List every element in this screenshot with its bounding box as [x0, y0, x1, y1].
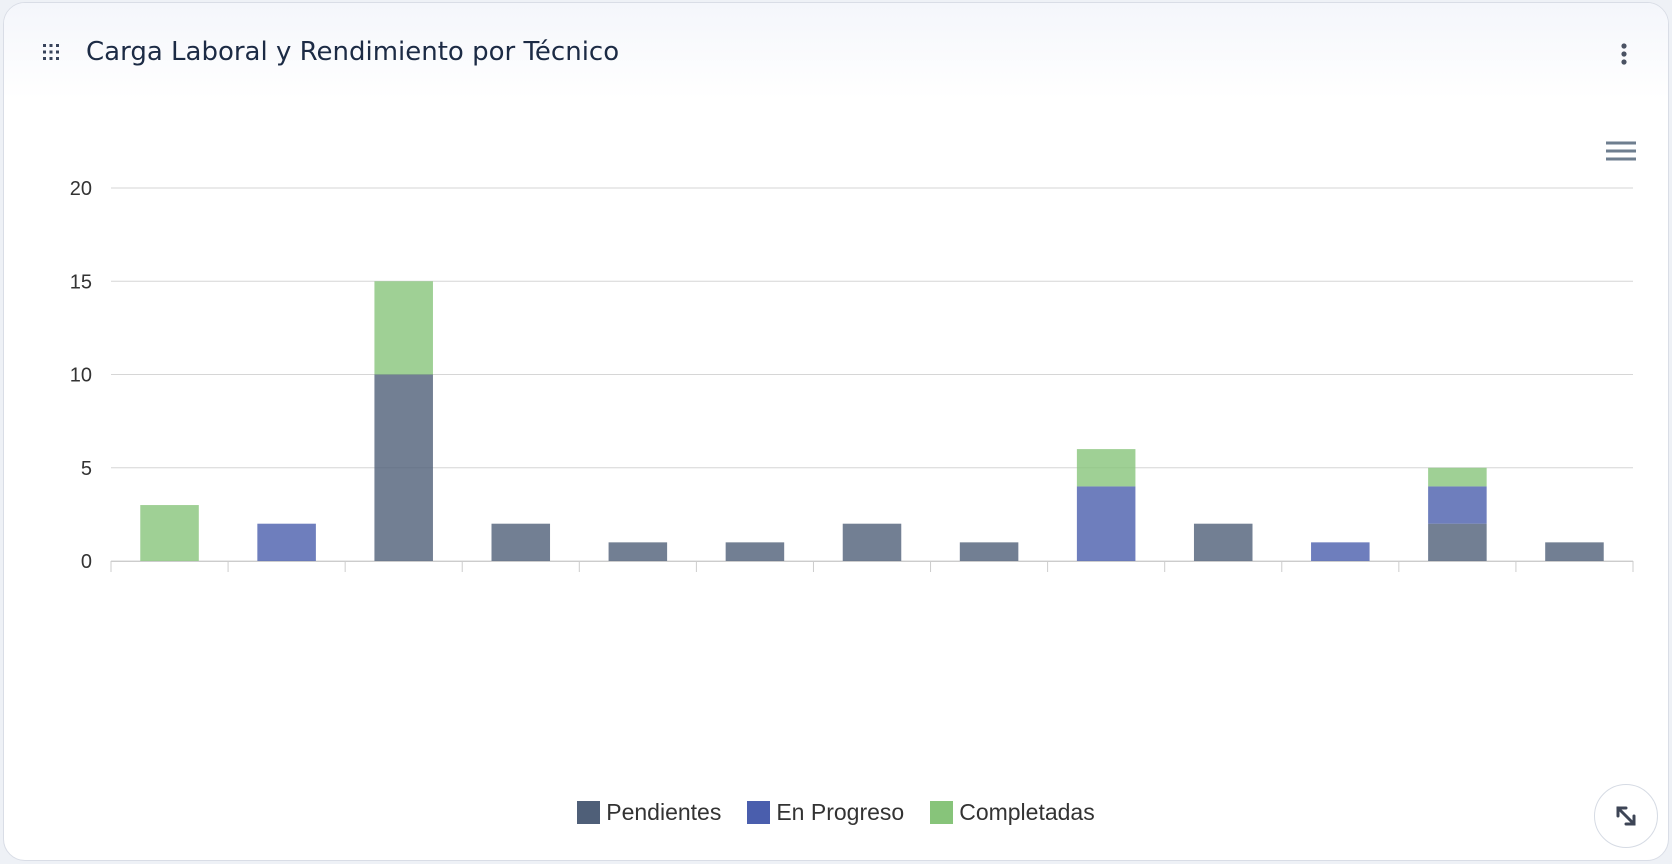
bar-segment-completadas [1076, 449, 1136, 487]
y-tick-label: 20 [70, 178, 92, 200]
y-tick-label: 10 [70, 365, 92, 387]
bar-segment-pendientes [1545, 542, 1604, 561]
bar-segment-pendientes [725, 542, 785, 561]
bar-segment-pendientes [374, 374, 433, 561]
y-tick-label: 5 [81, 458, 92, 480]
expand-arrows-icon [1616, 806, 1636, 826]
bar-segment-completadas [140, 505, 199, 561]
bar-segment-en-progreso [1311, 542, 1370, 561]
bar-segment-completadas [374, 281, 433, 375]
hamburger-menu-icon[interactable] [1604, 139, 1638, 165]
bar-segment-en-progreso [1428, 486, 1487, 524]
chart-legend: Pendientes En Progreso Completadas [4, 799, 1668, 826]
bar-segment-pendientes [959, 542, 1019, 561]
legend-swatch [577, 801, 601, 824]
legend-item[interactable]: Completadas [930, 799, 1095, 826]
legend-swatch [747, 801, 771, 824]
legend-item[interactable]: Pendientes [577, 799, 721, 826]
bar-segment-pendientes [1193, 523, 1253, 561]
drag-handle-icon[interactable] [42, 43, 60, 61]
bar-segment-pendientes [608, 542, 668, 561]
bar-segment-en-progreso [257, 523, 316, 561]
legend-swatch [930, 801, 954, 824]
bar-segment-pendientes [1428, 523, 1487, 561]
legend-item[interactable]: En Progreso [747, 799, 904, 826]
chart-widget-card: Carga Laboral y Rendimiento por Técnico … [3, 2, 1669, 861]
widget-title: Carga Laboral y Rendimiento por Técnico [86, 37, 620, 67]
bar-segment-pendientes [491, 523, 551, 561]
expand-button[interactable] [1594, 784, 1658, 848]
widget-header: Carga Laboral y Rendimiento por Técnico [4, 3, 1668, 99]
legend-label: Pendientes [606, 799, 722, 825]
bar-segment-pendientes [842, 523, 902, 561]
legend-label: En Progreso [776, 799, 905, 825]
bar-segment-completadas [1428, 467, 1487, 487]
more-vertical-icon[interactable] [1618, 41, 1630, 67]
stacked-bar-chart: 0 5 10 15 20 [70, 178, 1634, 573]
legend-label: Completadas [959, 799, 1095, 825]
y-tick-label: 0 [81, 551, 92, 573]
bar-segment-en-progreso [1076, 486, 1136, 561]
y-tick-label: 15 [70, 271, 92, 293]
